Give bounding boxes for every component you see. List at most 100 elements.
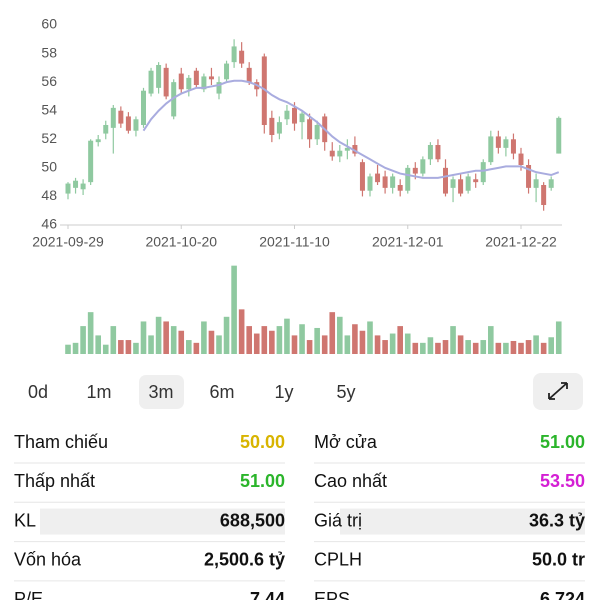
candle-body — [548, 179, 554, 188]
candle-body — [390, 176, 396, 188]
y-tick-label: 60 — [41, 16, 57, 32]
stat-value: 50.00 — [240, 432, 285, 452]
volume-bar — [284, 318, 290, 354]
volume-bar — [125, 340, 132, 354]
candle-body — [171, 82, 177, 117]
volume-bar — [231, 265, 237, 354]
candle-body — [556, 117, 562, 154]
stat-label: Giá trị — [314, 510, 362, 530]
candle-body — [367, 176, 373, 191]
candle-body — [458, 179, 464, 194]
volume-bar — [170, 326, 177, 354]
volume-bar — [110, 326, 117, 354]
candle-body — [292, 107, 297, 124]
candle-body — [359, 162, 365, 191]
y-tick-label: 50 — [41, 159, 57, 175]
candle-body — [435, 145, 441, 160]
candle-body — [73, 180, 79, 188]
x-tick-label: 2021-09-29 — [32, 234, 104, 250]
volume-bar — [314, 327, 320, 354]
range-button[interactable]: 1m — [86, 382, 111, 402]
candle-body — [261, 56, 267, 125]
candle-body — [473, 179, 479, 183]
volume-bar — [72, 342, 79, 354]
candle-body — [193, 70, 199, 85]
candle-body — [314, 125, 320, 140]
candle-body — [397, 185, 403, 191]
stat-value: 53.50 — [540, 471, 585, 491]
candle-body — [246, 67, 252, 83]
volume-bar — [404, 333, 411, 354]
volume-bar — [223, 316, 230, 354]
range-button[interactable]: 6m — [209, 382, 234, 402]
candle-body — [526, 165, 532, 188]
volume-bar — [495, 342, 502, 354]
volume-bar — [148, 335, 154, 354]
candle-body — [299, 113, 305, 123]
candle-body — [480, 162, 486, 183]
stat-value: 51.00 — [540, 432, 585, 452]
candle-body — [412, 167, 418, 174]
volume-bar — [102, 344, 109, 354]
candle-body — [443, 167, 448, 194]
candle-body — [329, 150, 335, 157]
volume-bar — [216, 335, 222, 354]
range-button[interactable]: 0d — [28, 382, 48, 402]
candle-body — [118, 110, 124, 124]
candle-body — [375, 173, 381, 183]
x-tick-label: 2021-11-10 — [259, 234, 330, 250]
x-tick-label: 2021-12-01 — [372, 234, 444, 250]
volume-bar — [163, 321, 169, 354]
candle-body — [495, 136, 501, 148]
stat-label: Vốn hóa — [14, 550, 82, 570]
candle-body — [95, 139, 101, 143]
candle-body — [541, 185, 547, 205]
volume-bar — [427, 337, 434, 354]
range-button[interactable]: 5y — [336, 382, 355, 402]
stat-value: 36.3 tỷ — [529, 510, 585, 530]
stat-label: P/E — [14, 589, 43, 600]
stat-label: KL — [14, 510, 36, 530]
volume-bar — [518, 342, 524, 354]
selected-range-bg — [139, 375, 184, 409]
stat-value: 6,724 — [540, 589, 585, 600]
candle-body — [65, 183, 71, 194]
volume-bar — [397, 326, 403, 354]
candle-body — [231, 46, 237, 63]
candle-body — [88, 140, 94, 183]
candle-body — [307, 119, 313, 140]
candle-body — [427, 145, 433, 160]
stat-value: 7.44 — [250, 589, 285, 600]
candle-body — [224, 63, 230, 80]
volume-bar — [253, 333, 260, 354]
volume-bar — [140, 321, 147, 354]
candle-body — [405, 167, 411, 191]
candle-body — [239, 50, 245, 64]
volume-bar — [412, 342, 419, 354]
candle-body — [216, 82, 222, 94]
volume-bar — [555, 321, 562, 354]
volume-bar — [374, 335, 381, 354]
volume-bar — [65, 344, 71, 354]
candle-body — [133, 119, 139, 131]
moving-average — [142, 79, 560, 179]
range-button[interactable]: 1y — [274, 382, 293, 402]
candle-body — [178, 73, 184, 90]
y-tick-label: 52 — [41, 130, 57, 146]
range-button[interactable]: 3m — [148, 382, 173, 402]
volume-bar — [155, 316, 162, 354]
candle-body — [337, 150, 343, 157]
candle-body — [420, 159, 426, 174]
stat-label: EPS — [314, 589, 350, 600]
volume-bar — [435, 342, 441, 354]
volume-bar — [352, 324, 358, 354]
volume-bar — [480, 340, 487, 354]
stat-value: 50.0 tr — [532, 550, 585, 570]
stat-label: CPLH — [314, 550, 362, 570]
candle-body — [110, 107, 116, 128]
stat-label: Mở cửa — [314, 432, 378, 452]
volume-bar — [208, 330, 215, 354]
x-tick-label: 2021-10-20 — [145, 234, 217, 250]
volume-bar — [525, 340, 532, 354]
candle-body — [518, 153, 524, 165]
